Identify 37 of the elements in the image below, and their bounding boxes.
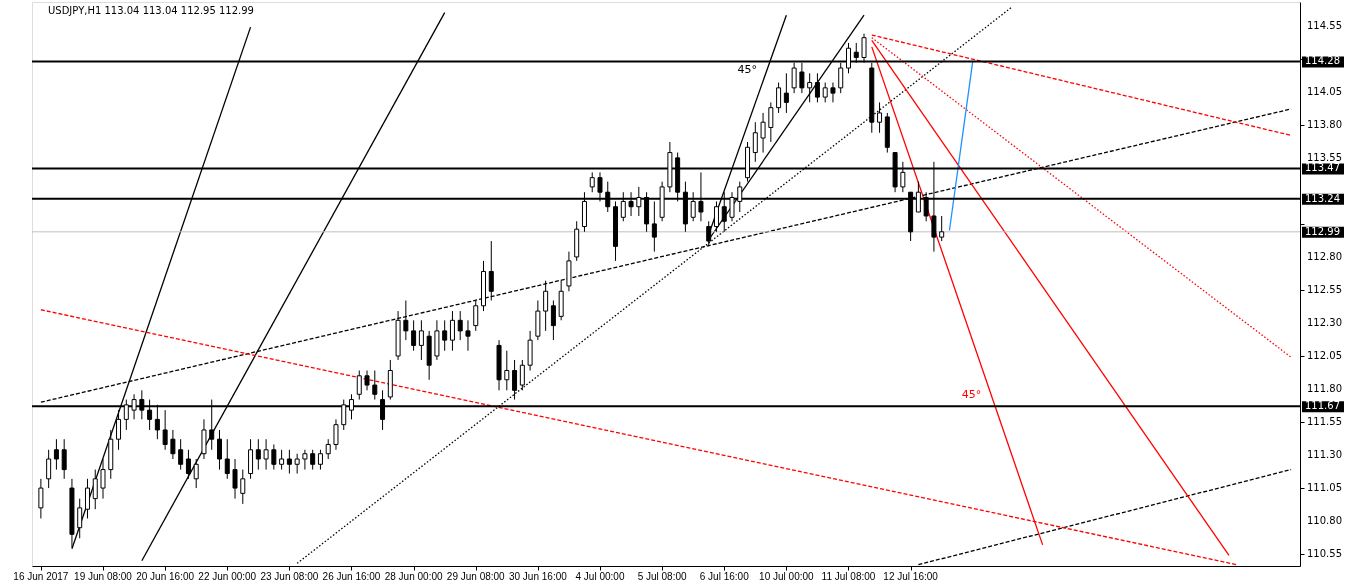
y-tick-label: 111.05 xyxy=(1307,482,1342,494)
annotation: 45° xyxy=(961,388,982,402)
y-tick-label: 111.80 xyxy=(1307,383,1342,395)
y-tick-label: 114.55 xyxy=(1307,19,1342,31)
chart-title: USDJPY,H1 113.04 113.04 112.95 112.99 xyxy=(48,5,254,16)
ref-line-label: 113.47 xyxy=(1305,162,1340,174)
x-tick-label: 5 Jul 08:00 xyxy=(637,571,688,582)
y-tick-label: 112.05 xyxy=(1307,349,1342,361)
annotation: 45° xyxy=(737,63,757,77)
x-tick-label: 28 Jun 00:00 xyxy=(384,571,443,582)
y-tick-label: 110.80 xyxy=(1307,515,1342,527)
x-tick-label: 12 Jul 16:00 xyxy=(883,571,939,582)
y-tick-label: 111.30 xyxy=(1307,449,1342,461)
x-tick-label: 30 Jun 16:00 xyxy=(508,571,568,582)
y-tick-label: 112.30 xyxy=(1307,316,1342,328)
x-tick-label: 6 Jul 16:00 xyxy=(699,571,750,582)
ref-line-label: 113.24 xyxy=(1305,192,1340,204)
y-tick-label: 112.55 xyxy=(1307,283,1342,295)
x-tick-label: 19 Jun 08:00 xyxy=(74,571,133,582)
ref-line-label: 111.67 xyxy=(1305,400,1340,412)
x-tick-label: 20 Jun 16:00 xyxy=(136,571,195,582)
x-tick-label: 16 Jun 2017 xyxy=(13,571,69,582)
y-tick-label: 114.05 xyxy=(1307,85,1342,97)
y-tick-label: 112.80 xyxy=(1307,250,1342,262)
ref-line-label: 112.99 xyxy=(1305,225,1340,237)
x-tick-label: 11 Jul 08:00 xyxy=(821,571,876,582)
ref-line-label: 114.28 xyxy=(1305,55,1340,67)
x-tick-label: 23 Jun 08:00 xyxy=(260,571,319,582)
y-tick-label: 113.80 xyxy=(1307,118,1342,130)
y-tick-label: 113.55 xyxy=(1307,151,1342,163)
x-tick-label: 26 Jun 16:00 xyxy=(322,571,381,582)
y-tick-label: 111.55 xyxy=(1307,416,1342,428)
x-tick-label: 22 Jun 00:00 xyxy=(198,571,257,582)
x-tick-label: 4 Jul 00:00 xyxy=(575,571,625,582)
y-tick-label: 110.55 xyxy=(1307,548,1342,560)
x-tick-label: 10 Jul 00:00 xyxy=(759,571,815,582)
x-tick-label: 29 Jun 08:00 xyxy=(446,571,506,582)
